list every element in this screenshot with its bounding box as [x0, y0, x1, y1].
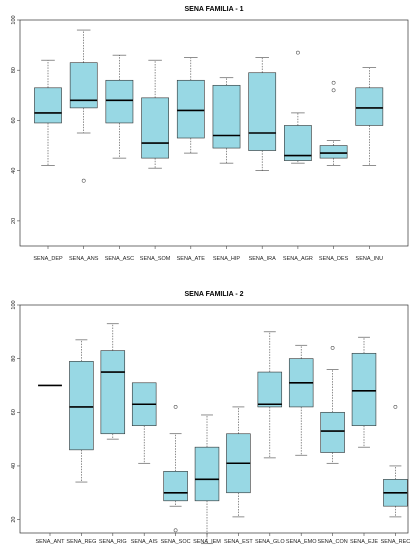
box-body — [248, 72, 277, 151]
outlier-point — [331, 80, 336, 85]
box-body — [100, 350, 126, 435]
box-sena-ira: SENA_IRA — [248, 57, 277, 262]
outlier-point — [393, 405, 398, 409]
chart-title: SENA FAMILIA - 2 — [185, 291, 244, 298]
box-body — [34, 87, 62, 124]
box-sena-dep: SENA_DEP — [33, 59, 63, 262]
box-sena-des: SENA_DES — [319, 80, 349, 262]
box-sena-inu: SENA_INU — [355, 67, 384, 262]
x-tick-label: SENA_SOM — [140, 256, 171, 262]
x-tick-label: SENA_ASC — [105, 256, 134, 262]
box-body — [69, 361, 94, 451]
y-tick-label: 60 — [11, 409, 17, 415]
x-tick-label: SENA_DEP — [33, 256, 63, 262]
x-tick-label: SENA_EMO — [286, 539, 317, 545]
box-sena-ate: SENA_ATE — [176, 57, 206, 262]
x-tick-label: SENA_DES — [319, 256, 349, 262]
y-tick-label: 20 — [11, 218, 17, 224]
box-sena-ans: SENA_ANS — [69, 29, 99, 262]
box-sena-glo: SENA_GLO — [255, 331, 285, 545]
y-tick-label: 100 — [11, 300, 17, 309]
x-tick-label: SENA_ATE — [177, 256, 206, 262]
box-sena-est: SENA_EST — [224, 406, 253, 545]
x-tick-label: SENA_EJE — [350, 539, 378, 545]
x-tick-label: SENA_INU — [356, 256, 384, 262]
x-tick-label: SENA_AIS — [131, 539, 158, 545]
outlier-point — [295, 50, 300, 55]
outlier-point — [330, 346, 335, 350]
box-sena-iem: SENA_IEM — [193, 414, 221, 545]
box-sena-reg: SENA_REG — [66, 339, 96, 545]
x-tick-label: SENA_REC — [381, 539, 411, 545]
y-tick-label: 80 — [11, 67, 17, 73]
x-tick-label: SENA_SOC — [161, 539, 191, 545]
box-body — [320, 411, 345, 453]
panel-sena-familia-1: SENA FAMILIA - 1 20 40 60 80 100 SENA_DEP SENA_… — [11, 6, 409, 262]
y-tick-label: 60 — [11, 117, 17, 123]
box-sena-asc: SENA_ASC — [105, 54, 134, 262]
x-tick-label: SENA_AGR — [283, 256, 313, 262]
box-sena-soc: SENA_SOC — [161, 405, 191, 545]
x-tick-label: SENA_CON — [317, 539, 347, 545]
outlier-point — [81, 178, 86, 183]
box-sena-eje: SENA_EJE — [350, 336, 378, 545]
box-body — [284, 125, 312, 161]
box-sena-rig: SENA_RIG — [99, 323, 127, 545]
y-tick-label: 100 — [11, 15, 17, 24]
y-tick-label: 20 — [11, 517, 17, 523]
box-sena-agr: SENA_AGR — [283, 50, 313, 262]
x-tick-label: SENA_IRA — [249, 256, 277, 262]
y-tick-label: 80 — [11, 356, 17, 362]
x-tick-label: SENA_IEM — [193, 539, 221, 545]
box-sena-hip: SENA_HIP — [212, 77, 241, 262]
x-tick-label: SENA_HIP — [213, 256, 241, 262]
outlier-point — [173, 405, 178, 409]
plot-frame — [19, 19, 409, 247]
y-axis: 20 40 60 80 100 — [11, 15, 20, 224]
box-sena-ant: SENA_ANT — [35, 384, 65, 545]
box-sena-rec: SENA_REC — [381, 405, 411, 545]
y-axis: 20 40 60 80 100 — [11, 300, 20, 523]
x-tick-label: SENA_RIG — [99, 539, 127, 545]
plot-frame — [19, 304, 409, 534]
box-sena-ais: SENA_AIS — [131, 382, 158, 545]
x-tick-label: SENA_REG — [66, 539, 96, 545]
chart-title: SENA FAMILIA - 1 — [185, 6, 244, 13]
x-tick-label: SENA_EST — [224, 539, 253, 545]
box-body — [257, 371, 283, 408]
box-sena-emo: SENA_EMO — [286, 344, 317, 545]
box-body — [355, 87, 384, 126]
box-body — [141, 97, 169, 159]
y-tick-label: 40 — [11, 463, 17, 469]
box-body — [351, 352, 377, 427]
x-tick-label: SENA_ANS — [69, 256, 99, 262]
box-body — [194, 446, 220, 502]
x-tick-label: SENA_ANT — [35, 539, 65, 545]
box-sena-som: SENA_SOM — [140, 59, 171, 262]
y-tick-label: 40 — [11, 168, 17, 174]
x-tick-label: SENA_GLO — [255, 539, 285, 545]
box-body — [105, 79, 134, 124]
outlier-point — [331, 88, 336, 93]
box-body — [212, 84, 241, 149]
box-body — [319, 145, 348, 159]
box-sena-con: SENA_CON — [317, 346, 348, 545]
box-body — [176, 79, 205, 139]
outlier-point — [173, 528, 178, 533]
box-body — [163, 471, 188, 502]
